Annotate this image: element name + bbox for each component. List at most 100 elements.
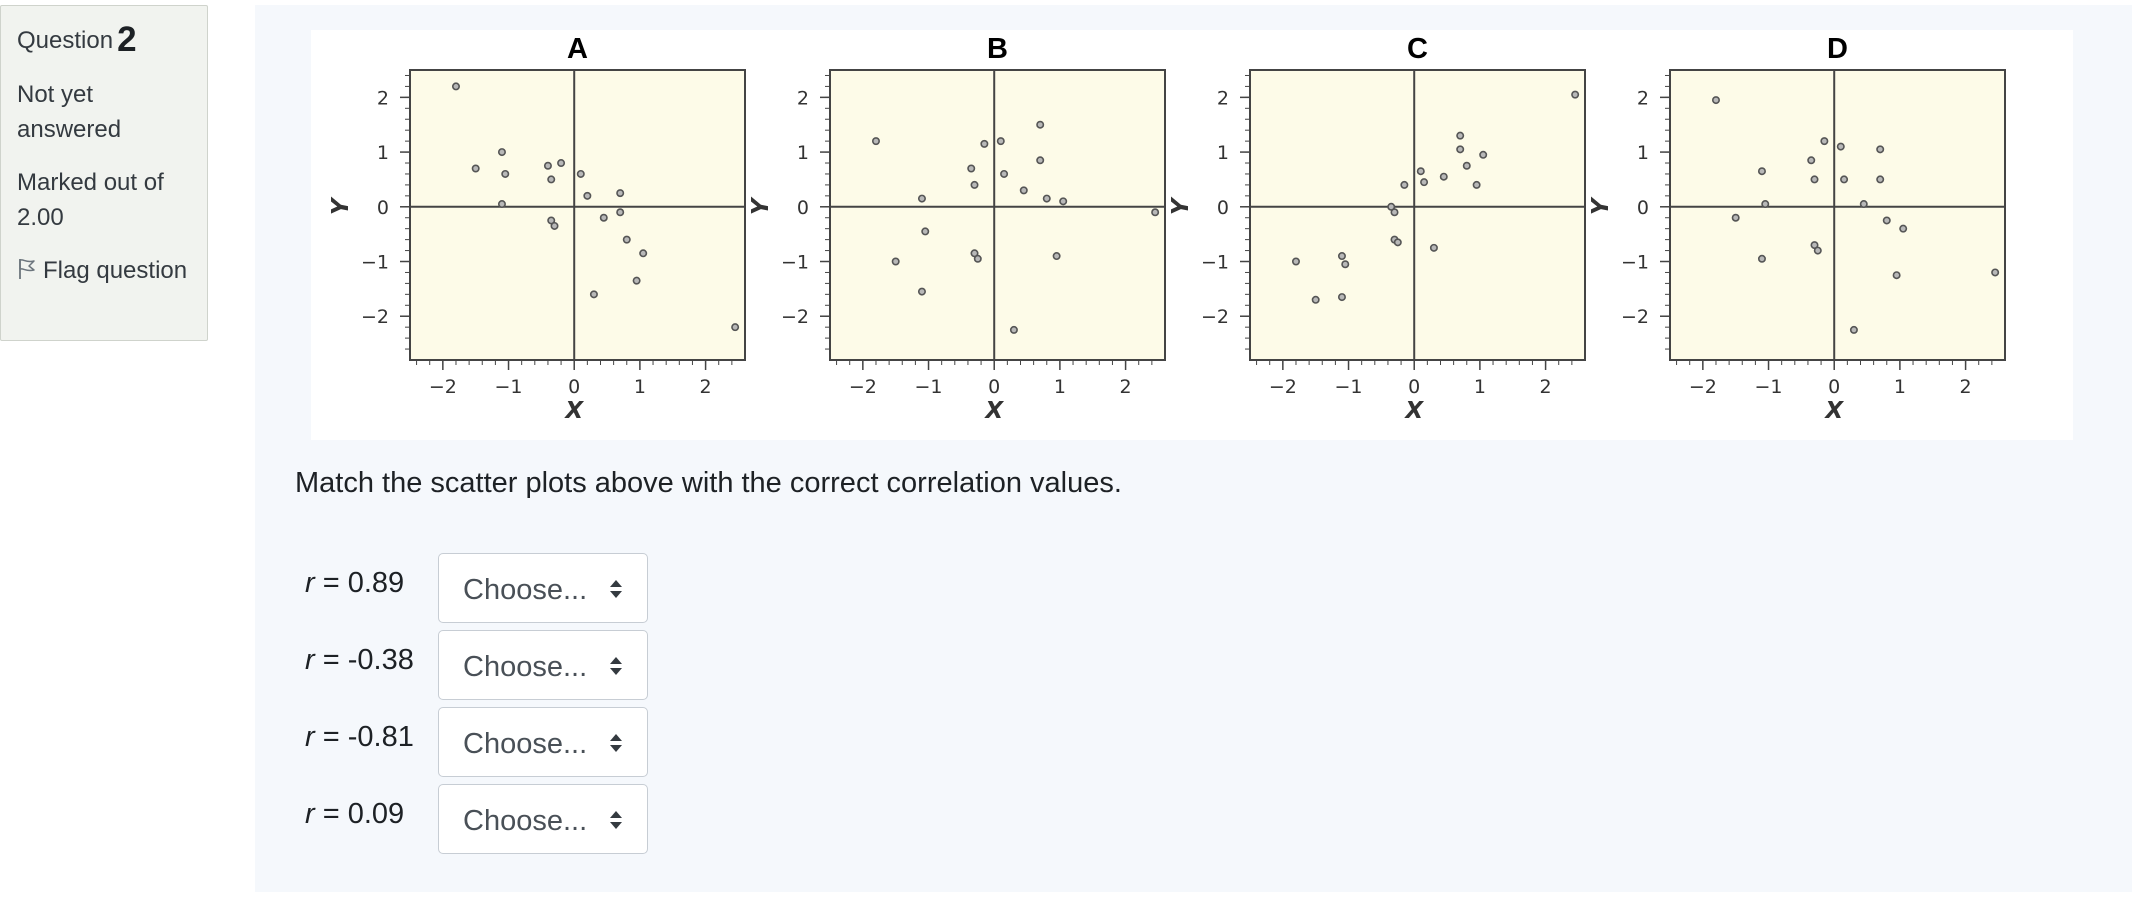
- scatter-plot-a: A −2 −1 0 1 2 −2 −1 0 1 2 X Y: [328, 33, 746, 424]
- data-point: [1337, 252, 1346, 261]
- x-tick-label: −1: [495, 376, 523, 398]
- data-point: [967, 164, 976, 173]
- data-point: [639, 249, 648, 258]
- answer-select-4[interactable]: Choose...: [438, 784, 648, 854]
- x-tick-label: −2: [1689, 376, 1717, 398]
- data-point: [1892, 271, 1901, 280]
- sort-caret-icon: [610, 657, 622, 675]
- x-axis-label: X: [1823, 398, 1844, 424]
- data-point: [970, 180, 979, 189]
- y-axis-label: Y: [1588, 196, 1614, 215]
- scatter-plot-b: B −2 −1 0 1 2 −2 −1 0 1 2 X Y: [748, 33, 1166, 424]
- plot-area: [829, 69, 1166, 361]
- data-point: [871, 137, 880, 146]
- y-axis-label: Y: [1168, 196, 1194, 215]
- data-point: [1000, 169, 1009, 178]
- y-tick-label: −1: [1201, 252, 1229, 274]
- stem-value-4: = 0.09: [314, 798, 405, 830]
- y-tick-label: −2: [1201, 306, 1229, 328]
- answer-select-2[interactable]: Choose...: [438, 630, 648, 700]
- data-point: [1337, 293, 1346, 302]
- stem-value-2: = -0.38: [314, 644, 414, 676]
- data-point: [980, 139, 989, 148]
- data-point: [1731, 213, 1740, 222]
- data-point: [1479, 150, 1488, 159]
- question-state: Not yet answered: [17, 81, 122, 143]
- data-point: [576, 169, 585, 178]
- data-point: [1807, 156, 1816, 165]
- x-tick-label: 0: [988, 376, 1000, 398]
- data-point: [996, 137, 1005, 146]
- question-info-panel: Question 2 Not yet answered Marked out of…: [0, 5, 208, 341]
- data-point: [501, 169, 510, 178]
- data-point: [1393, 238, 1402, 247]
- y-tick-label: 2: [377, 87, 389, 109]
- data-point: [1052, 252, 1061, 261]
- answer-select-2-value: Choose...: [463, 651, 588, 683]
- data-point: [1151, 208, 1160, 217]
- data-point: [1019, 186, 1028, 195]
- data-point: [589, 290, 598, 299]
- plot-area: [1669, 69, 2006, 361]
- x-tick-label: −1: [1335, 376, 1363, 398]
- data-point: [1836, 142, 1845, 151]
- data-point: [1571, 90, 1580, 99]
- question-content: A −2 −1 0 1 2 −2 −1 0 1 2 X Y B −2 −1 0 1 2 −2 −1 0 1 2 X Y C −2 −1 0…: [255, 5, 2132, 892]
- data-point: [1472, 180, 1481, 189]
- data-point: [1291, 257, 1300, 266]
- stem-label-2: r = -0.38: [305, 642, 435, 678]
- data-point: [1820, 137, 1829, 146]
- y-tick-label: 2: [1217, 87, 1229, 109]
- data-point: [550, 221, 559, 230]
- data-point: [1390, 208, 1399, 217]
- answer-select-1-value: Choose...: [463, 574, 588, 606]
- data-point: [497, 200, 506, 209]
- flag-question-link[interactable]: Flag question: [17, 253, 191, 288]
- y-tick-label: 0: [1217, 197, 1229, 219]
- x-axis-label: X: [563, 398, 584, 424]
- data-point: [1456, 145, 1465, 154]
- stem-value-1: = 0.89: [314, 567, 405, 599]
- plot-title: A: [567, 33, 588, 65]
- answer-select-3[interactable]: Choose...: [438, 707, 648, 777]
- x-tick-label: −2: [849, 376, 877, 398]
- question-label: Question: [17, 27, 114, 54]
- flag-outline-icon: [19, 259, 35, 279]
- data-point: [1439, 172, 1448, 181]
- data-point: [1761, 200, 1770, 209]
- y-tick-label: 2: [797, 87, 809, 109]
- data-point: [1009, 325, 1018, 334]
- y-tick-label: 2: [1637, 87, 1649, 109]
- sort-caret-icon: [610, 734, 622, 752]
- data-point: [1813, 246, 1822, 255]
- data-point: [632, 276, 641, 285]
- stem-label-4: r = 0.09: [305, 796, 435, 832]
- x-axis-label: X: [1403, 398, 1424, 424]
- data-point: [1036, 120, 1045, 129]
- answer-select-1[interactable]: Choose...: [438, 553, 648, 623]
- data-point: [599, 213, 608, 222]
- data-point: [1876, 145, 1885, 154]
- data-point: [1341, 260, 1350, 269]
- data-point: [1311, 295, 1320, 304]
- stem-variable-1: r: [305, 567, 315, 599]
- y-axis-label: Y: [328, 196, 354, 215]
- scatter-plots-figure: A −2 −1 0 1 2 −2 −1 0 1 2 X Y B −2 −1 0 1 2 −2 −1 0 1 2 X Y C −2 −1 0…: [311, 30, 2073, 440]
- x-tick-label: −1: [1755, 376, 1783, 398]
- data-point: [471, 164, 480, 173]
- x-tick-label: 0: [1408, 376, 1420, 398]
- y-tick-label: 1: [797, 142, 809, 164]
- y-tick-label: −2: [781, 306, 809, 328]
- data-point: [543, 161, 552, 170]
- stem-variable-2: r: [305, 644, 315, 676]
- plot-area: [409, 69, 746, 361]
- data-point: [1059, 197, 1068, 206]
- data-point: [917, 194, 926, 203]
- stem-variable-4: r: [305, 798, 315, 830]
- data-point: [1456, 131, 1465, 140]
- data-point: [1757, 254, 1766, 263]
- y-tick-label: −1: [781, 252, 809, 274]
- sort-caret-icon: [610, 811, 622, 829]
- y-tick-label: 0: [377, 197, 389, 219]
- data-point: [1400, 180, 1409, 189]
